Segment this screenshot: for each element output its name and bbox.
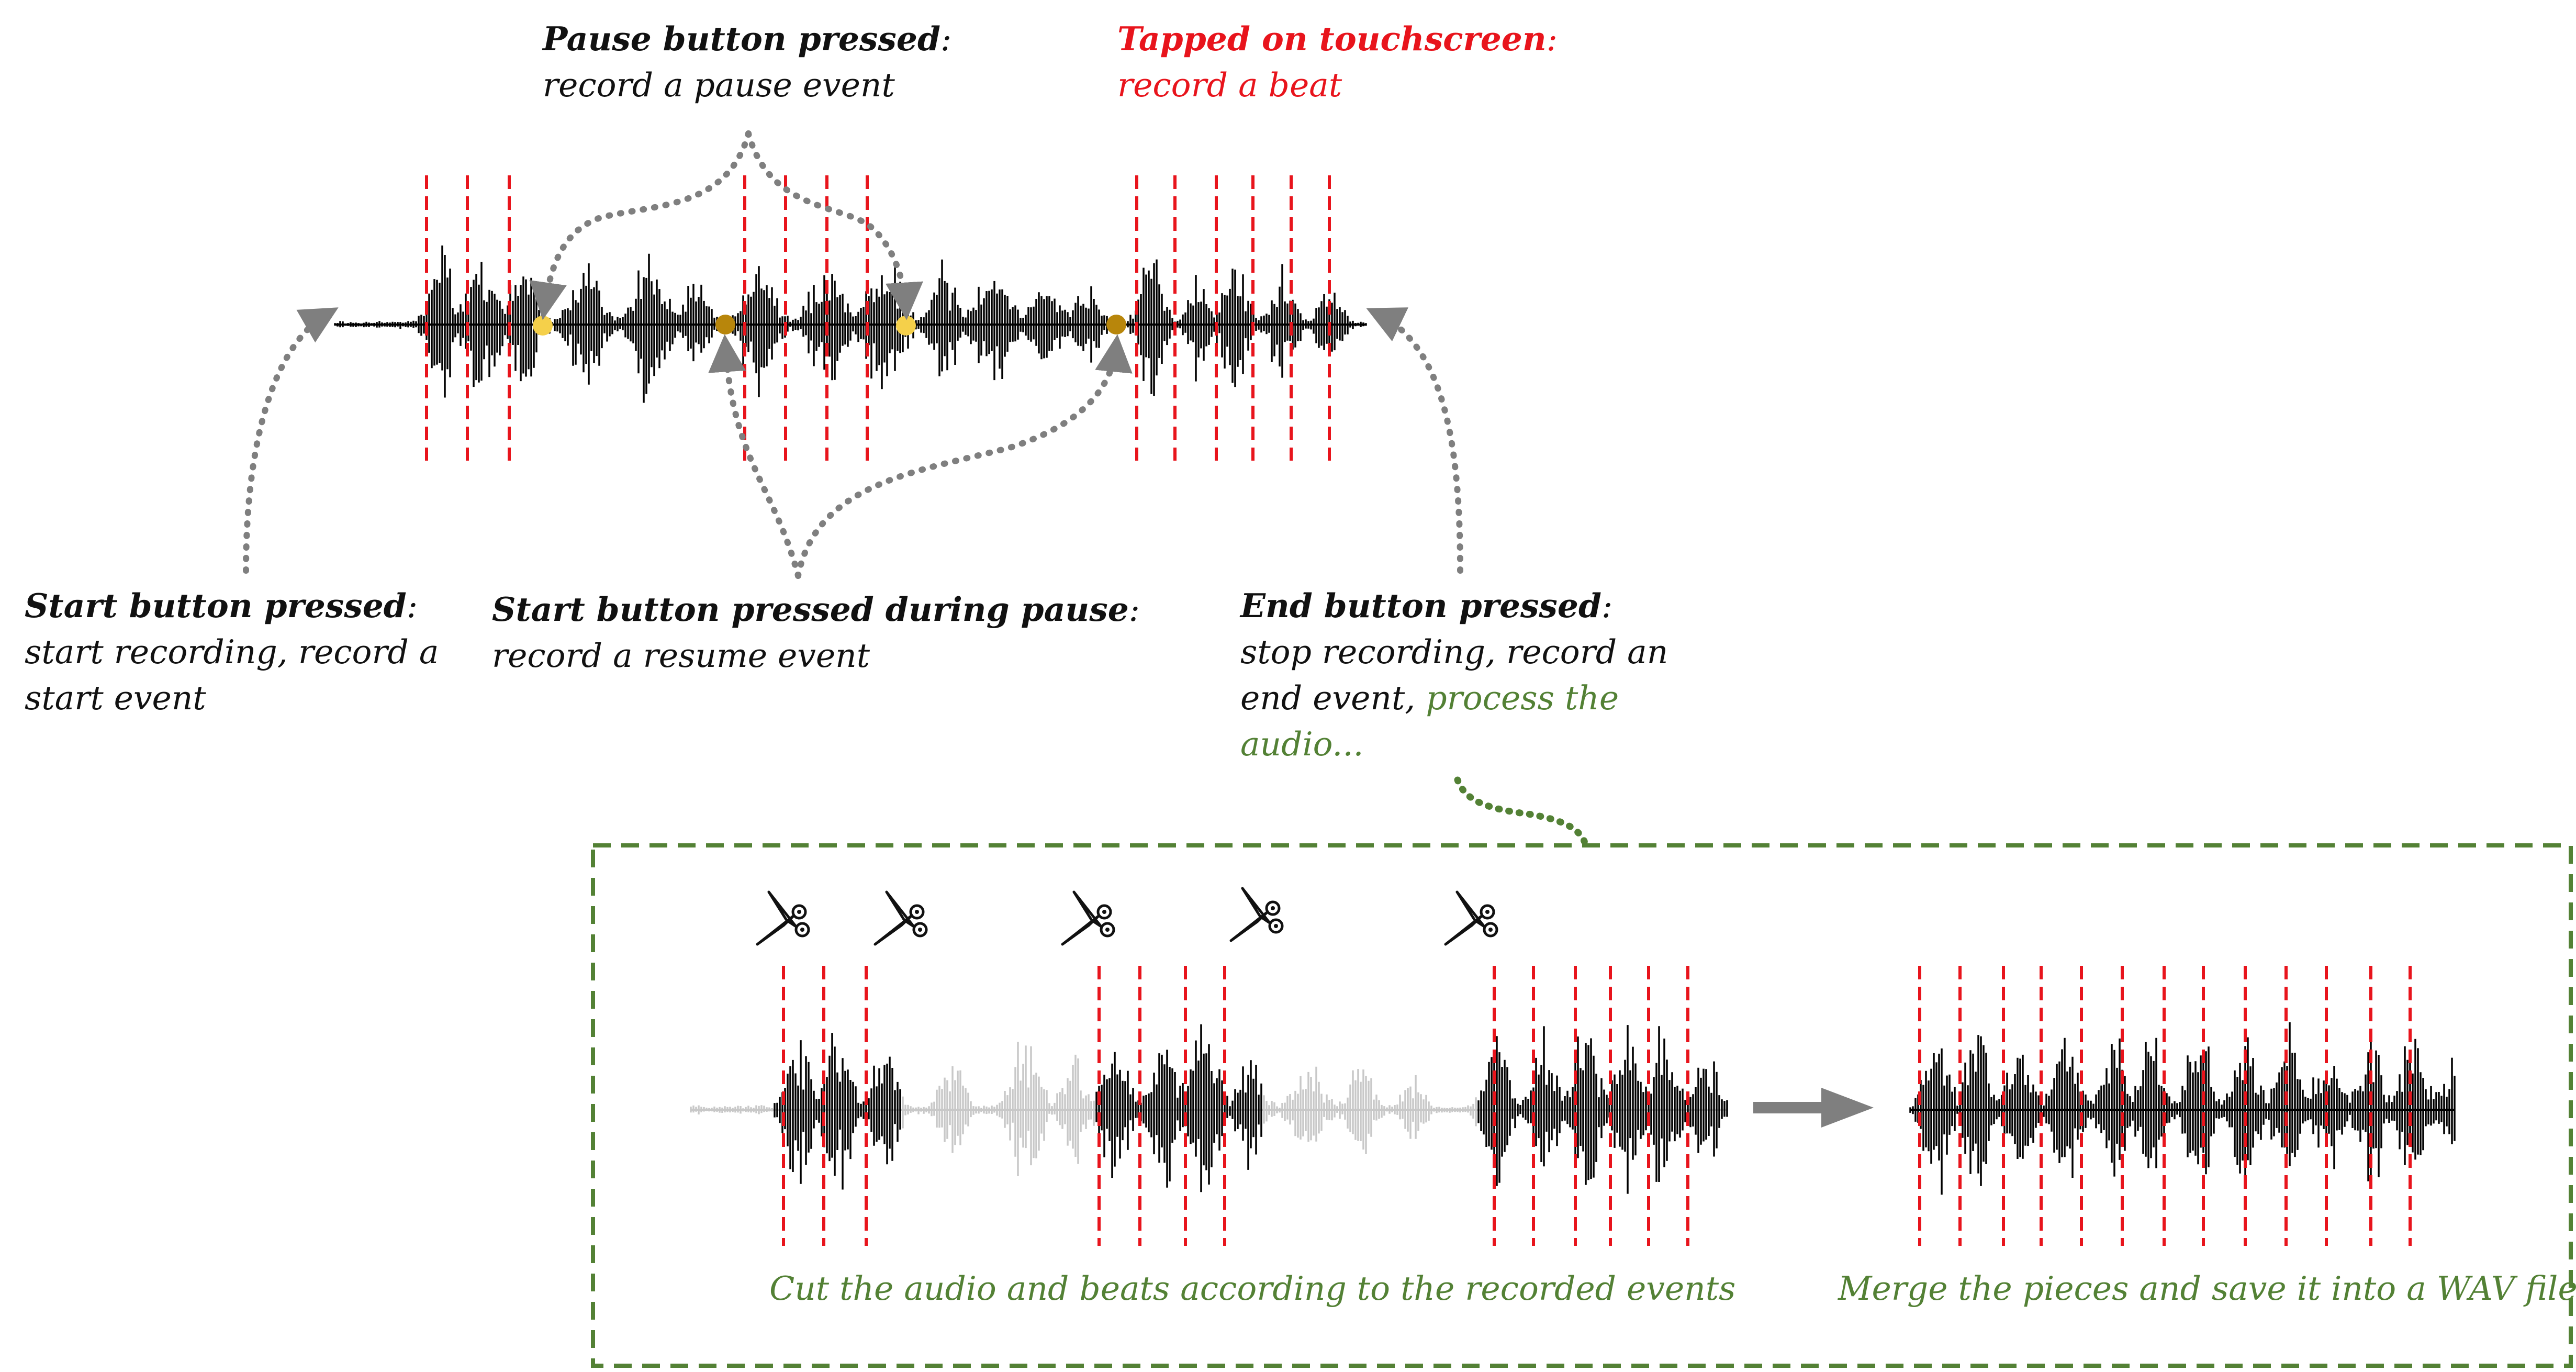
arrow-right-icon <box>1753 1088 1874 1128</box>
process-text-link: process the <box>1426 679 1619 717</box>
end-text-line1: stop recording, record an <box>1240 633 1668 671</box>
start-heading: Start button pressed <box>25 586 407 625</box>
pause-arrow-1 <box>529 130 752 320</box>
cut-caption: Cut the audio and beats according to the… <box>769 1269 1736 1308</box>
waveform-segment <box>334 246 1367 403</box>
resume-text: record a resume event <box>492 637 870 675</box>
process-frame <box>591 843 2573 1368</box>
scissors-icon <box>1231 888 1282 941</box>
resume-event-dot <box>1106 315 1126 334</box>
pause-heading: Pause button pressed <box>543 19 940 58</box>
end-text-line2: end event, <box>1240 679 1426 717</box>
pause-arrow-2 <box>745 130 923 320</box>
tap-heading: Tapped on touchscreen <box>1117 19 1547 58</box>
tap-text: record a beat <box>1117 66 1342 104</box>
end-annotation: End button pressed: stop recording, reco… <box>1240 583 1668 767</box>
tap-annotation: Tapped on touchscreen: record a beat <box>1117 16 1558 108</box>
resume-event-dot <box>715 315 735 334</box>
resume-heading: Start button pressed during pause <box>492 590 1129 629</box>
scissors-icon <box>1446 892 1497 944</box>
resume-arrow-2 <box>795 334 1133 579</box>
pause-event-dot <box>896 316 916 336</box>
resume-colon: : <box>1128 590 1140 629</box>
start-text-line1: start recording, record a <box>25 633 439 671</box>
start-annotation: Start button pressed: start recording, r… <box>25 583 439 721</box>
tap-colon: : <box>1546 20 1558 58</box>
pause-text: record a pause event <box>543 66 895 104</box>
scissors-icon <box>875 892 926 944</box>
cut-waveform <box>690 966 1728 1246</box>
resume-annotation: Start button pressed during pause: recor… <box>492 586 1140 679</box>
pause-event-dot <box>533 316 553 336</box>
merged-waveform <box>1909 966 2456 1246</box>
waveform-segment <box>1909 1022 2456 1195</box>
merged-beat-markers <box>1918 966 2412 1246</box>
start-arrow <box>243 307 339 574</box>
process-link <box>1454 776 1589 849</box>
recorded-beat-markers <box>425 175 1331 461</box>
scissors-icon <box>1062 892 1114 944</box>
scissors-icon <box>757 892 809 944</box>
recorded-audio-waveform <box>334 246 1367 403</box>
process-text-line3: audio... <box>1240 725 1364 763</box>
end-colon: : <box>1601 587 1613 625</box>
resume-arrow-1 <box>708 334 801 579</box>
start-text-line2: start event <box>25 679 206 717</box>
merged-audio-waveform <box>1909 1022 2456 1195</box>
annotation-arrows <box>243 130 1463 579</box>
cut-beat-markers <box>782 966 1689 1246</box>
pause-annotation: Pause button pressed: record a pause eve… <box>543 16 951 108</box>
end-arrow <box>1366 307 1463 574</box>
recording-waveform <box>334 175 1367 461</box>
merge-caption: Merge the pieces and save it into a WAV … <box>1838 1269 2576 1308</box>
waveform-segment <box>690 1042 1477 1176</box>
cut-audio-waveform <box>690 1024 1728 1194</box>
start-colon: : <box>406 587 418 625</box>
pause-colon: : <box>940 20 952 58</box>
end-heading: End button pressed <box>1240 586 1602 625</box>
waveform-segment <box>774 1024 1728 1194</box>
